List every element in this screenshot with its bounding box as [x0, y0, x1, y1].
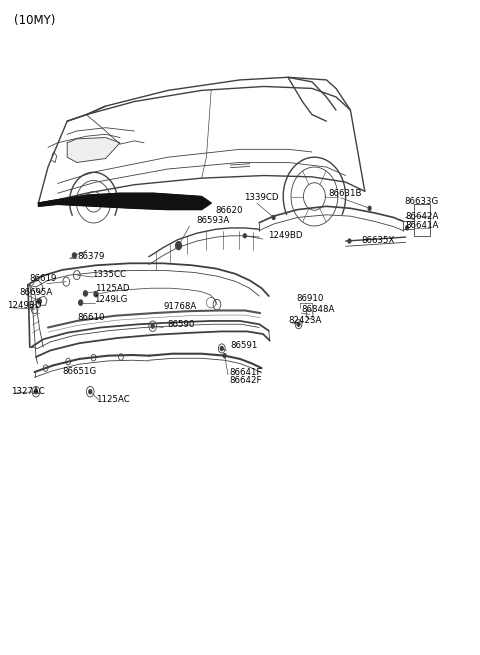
- Text: 1125AC: 1125AC: [96, 395, 130, 404]
- Text: 91768A: 91768A: [163, 302, 196, 311]
- Text: 82423A: 82423A: [288, 316, 322, 326]
- Circle shape: [37, 299, 41, 304]
- Text: 86379: 86379: [78, 252, 105, 261]
- Text: 1249BD: 1249BD: [268, 231, 302, 240]
- Text: 86620: 86620: [215, 206, 242, 215]
- Circle shape: [348, 239, 351, 243]
- Text: 86848A: 86848A: [301, 305, 335, 314]
- Text: 86635X: 86635X: [361, 236, 395, 245]
- Text: 86910: 86910: [296, 293, 324, 303]
- Circle shape: [297, 322, 300, 326]
- Text: 86651G: 86651G: [62, 367, 96, 376]
- Text: 86642F: 86642F: [229, 376, 262, 385]
- Text: 86641F: 86641F: [229, 367, 262, 377]
- Text: 86593A: 86593A: [197, 216, 230, 225]
- Text: 86631B: 86631B: [329, 189, 362, 198]
- Text: 1249LG: 1249LG: [94, 295, 128, 305]
- Text: 86610: 86610: [78, 312, 105, 322]
- Circle shape: [243, 234, 246, 238]
- Text: 86590: 86590: [167, 320, 194, 329]
- Circle shape: [406, 226, 408, 230]
- Text: 86641A: 86641A: [406, 221, 439, 231]
- Circle shape: [368, 206, 371, 210]
- Polygon shape: [38, 193, 211, 210]
- Text: 86619: 86619: [30, 274, 57, 283]
- Circle shape: [272, 215, 275, 219]
- Text: 1339CD: 1339CD: [244, 193, 278, 202]
- Circle shape: [223, 354, 226, 358]
- Circle shape: [35, 390, 37, 394]
- Text: 1327AC: 1327AC: [11, 387, 44, 396]
- Text: 1249BD: 1249BD: [7, 301, 42, 310]
- Polygon shape: [67, 138, 120, 162]
- Text: 86695A: 86695A: [19, 288, 52, 297]
- Text: 1125AD: 1125AD: [95, 284, 130, 293]
- Circle shape: [220, 346, 223, 350]
- Circle shape: [72, 253, 76, 258]
- Circle shape: [89, 390, 92, 394]
- Text: 1335CC: 1335CC: [92, 270, 126, 279]
- Text: (10MY): (10MY): [14, 14, 56, 28]
- Text: 86642A: 86642A: [406, 212, 439, 221]
- Circle shape: [94, 291, 98, 297]
- Circle shape: [84, 291, 87, 296]
- Text: 86591: 86591: [230, 341, 258, 350]
- Circle shape: [176, 242, 181, 250]
- Text: 86633G: 86633G: [404, 197, 438, 206]
- Circle shape: [79, 300, 83, 305]
- Circle shape: [151, 324, 154, 328]
